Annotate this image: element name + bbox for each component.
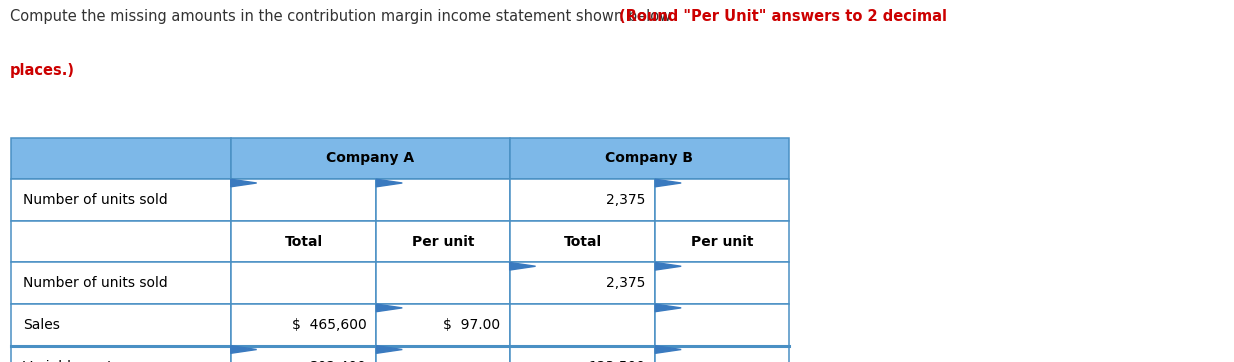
Bar <box>231 221 376 262</box>
Text: Per unit: Per unit <box>412 235 474 249</box>
Bar <box>510 221 655 262</box>
Bar <box>11 262 231 304</box>
Text: Per unit: Per unit <box>691 235 753 249</box>
Text: 2,375: 2,375 <box>606 276 645 290</box>
Text: Variable costs: Variable costs <box>23 359 120 362</box>
Bar <box>510 346 655 362</box>
Bar <box>11 179 231 221</box>
Bar <box>231 138 510 179</box>
Bar <box>376 304 510 346</box>
Bar <box>655 179 789 221</box>
Text: 2,375: 2,375 <box>606 193 645 207</box>
Bar <box>655 262 789 304</box>
Polygon shape <box>510 262 536 270</box>
Text: Total: Total <box>564 235 601 249</box>
Text: 123,500: 123,500 <box>589 359 645 362</box>
Bar <box>11 138 231 179</box>
Text: Number of units sold: Number of units sold <box>23 193 168 207</box>
Text: Company B: Company B <box>605 151 694 165</box>
Text: Total: Total <box>285 235 322 249</box>
Text: Sales: Sales <box>23 318 60 332</box>
Bar <box>11 304 231 346</box>
Bar <box>376 179 510 221</box>
Polygon shape <box>655 179 681 187</box>
Bar <box>376 262 510 304</box>
Polygon shape <box>655 304 681 312</box>
Text: $  97.00: $ 97.00 <box>443 318 500 332</box>
Polygon shape <box>231 346 257 353</box>
Bar <box>510 304 655 346</box>
Text: Compute the missing amounts in the contribution margin income statement shown be: Compute the missing amounts in the contr… <box>10 9 679 24</box>
Polygon shape <box>376 304 402 312</box>
Bar <box>655 346 789 362</box>
Bar <box>510 262 655 304</box>
Bar <box>231 262 376 304</box>
Text: (Round "Per Unit" answers to 2 decimal: (Round "Per Unit" answers to 2 decimal <box>619 9 948 24</box>
Bar <box>231 346 376 362</box>
Polygon shape <box>376 346 402 353</box>
Bar <box>231 304 376 346</box>
Bar <box>376 221 510 262</box>
Polygon shape <box>655 262 681 270</box>
Text: Company A: Company A <box>326 151 415 165</box>
Text: $  465,600: $ 465,600 <box>291 318 366 332</box>
Text: Number of units sold: Number of units sold <box>23 276 168 290</box>
Polygon shape <box>655 346 681 353</box>
Bar <box>655 304 789 346</box>
Text: 302,400: 302,400 <box>310 359 366 362</box>
Polygon shape <box>231 179 257 187</box>
Bar <box>11 346 231 362</box>
Bar <box>655 221 789 262</box>
Bar <box>510 179 655 221</box>
Bar <box>376 346 510 362</box>
Text: places.): places.) <box>10 63 75 78</box>
Bar <box>11 221 231 262</box>
Bar <box>231 179 376 221</box>
Polygon shape <box>376 179 402 187</box>
Bar <box>510 138 789 179</box>
